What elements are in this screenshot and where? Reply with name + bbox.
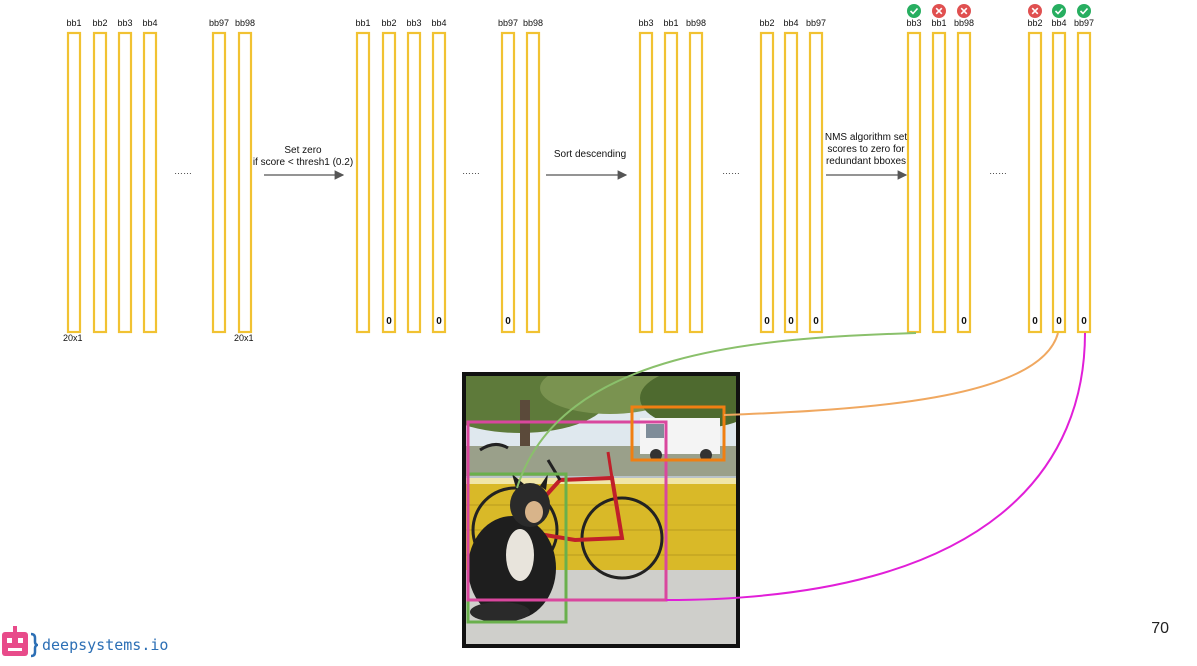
brand-name: deepsystems.io (42, 636, 169, 654)
column-label: bb3 (638, 18, 653, 28)
column-label: bb4 (1051, 18, 1066, 28)
score-column-bb3 (406, 31, 422, 334)
column-label: bb4 (431, 18, 446, 28)
zero-score-label: 0 (436, 316, 442, 327)
arrow-nms: NMS algorithm set scores to zero for red… (825, 132, 907, 180)
score-column-bb3 (117, 31, 133, 334)
column-label: bb3 (906, 18, 921, 28)
arrow-sort-line1: Sort descending (554, 149, 626, 160)
ellipsis-dots: …… (989, 166, 1007, 176)
arrow-threshold-line1: Set zero (284, 145, 322, 156)
connector-magenta (665, 332, 1086, 601)
score-column-bb1 (663, 31, 679, 334)
check-icon (1077, 4, 1091, 18)
score-column-bb98 (688, 31, 704, 334)
zero-score-label: 0 (788, 316, 794, 327)
column-label: bb97 (1074, 18, 1094, 28)
zero-score-label: 0 (813, 316, 819, 327)
bbox-orange (630, 405, 726, 462)
score-column-bb3 (638, 31, 654, 334)
zero-score-label: 0 (1081, 316, 1087, 327)
score-column-bb1 (355, 31, 371, 334)
column-label: bb98 (235, 18, 255, 28)
status-mark (1054, 7, 1064, 15)
column-label: bb1 (663, 18, 678, 28)
arrow-threshold: Set zero if score < thresh1 (0.2) (253, 145, 353, 180)
check-icon (1052, 4, 1066, 18)
ellipsis-dots: …… (462, 166, 480, 176)
status-mark (1079, 7, 1089, 15)
brand-logo: deepsystems.io (0, 624, 168, 666)
arrow-nms-line3: redundant bboxes (826, 156, 906, 167)
score-column-bb97 (211, 31, 227, 334)
score-column-bb4 (431, 31, 447, 334)
arrow-threshold-line2: if score < thresh1 (0.2) (253, 157, 353, 168)
score-column-bb1 (931, 31, 947, 334)
arrow-nms-line2: scores to zero for (827, 144, 905, 155)
zero-score-label: 0 (1056, 316, 1062, 327)
column-label: bb1 (931, 18, 946, 28)
column-label: bb98 (954, 18, 974, 28)
ellipsis-dots: …… (174, 166, 192, 176)
column-label: bb97 (209, 18, 229, 28)
score-column-bb98 (237, 31, 253, 334)
score-column-bb97 (1076, 31, 1092, 334)
vector-group-2: bb1 bb2 0 bb3 bb4 0 bb97 0 bb98 …… (355, 18, 543, 334)
column-label: bb97 (806, 18, 826, 28)
score-column-bb4 (142, 31, 158, 334)
column-label: bb2 (381, 18, 396, 28)
column-label: bb1 (355, 18, 370, 28)
bbox-pink (466, 420, 668, 602)
robot-logo-icon (2, 626, 38, 658)
status-mark (1031, 7, 1039, 15)
column-label: bb97 (498, 18, 518, 28)
zero-score-label: 0 (386, 316, 392, 327)
score-column-bb2 (92, 31, 108, 334)
columns-layer: bb1 bb2 bb3 bb4 bb97 bb98 …… bb1 bb2 0 bb3 bb4 0 bb97… (66, 4, 1094, 334)
column-label: bb1 (66, 18, 81, 28)
zero-score-label: 0 (961, 316, 967, 327)
check-icon (907, 4, 921, 18)
score-column-bb1 (66, 31, 82, 334)
score-column-bb98 (956, 31, 972, 334)
score-column-bb3 (906, 31, 922, 334)
slide-number: 70 (1151, 620, 1169, 637)
column-label: bb3 (117, 18, 132, 28)
status-mark (960, 7, 968, 15)
arrow-nms-line1: NMS algorithm set (825, 132, 907, 143)
score-column-bb4 (783, 31, 799, 334)
photo (462, 372, 740, 648)
connector-green (516, 332, 917, 489)
score-column-bb2 (381, 31, 397, 334)
column-label: bb3 (406, 18, 421, 28)
score-column-bb98 (525, 31, 541, 334)
score-column-bb97 (500, 31, 516, 334)
ellipsis-dots: …… (722, 166, 740, 176)
score-column-bb2 (759, 31, 775, 334)
status-mark (935, 7, 943, 15)
zero-score-label: 0 (505, 316, 511, 327)
status-mark (909, 7, 919, 15)
dim-label-second: 20x1 (234, 333, 254, 343)
vector-group-4: bb3 bb1 bb98 0 bb2 0 bb4 0 bb97 0 …… (906, 4, 1094, 334)
vector-group-1: bb1 bb2 bb3 bb4 bb97 bb98 …… (66, 18, 255, 334)
zero-score-label: 0 (764, 316, 770, 327)
score-column-bb97 (808, 31, 824, 334)
zero-score-label: 0 (1032, 316, 1038, 327)
column-label: bb2 (759, 18, 774, 28)
column-label: bb2 (92, 18, 107, 28)
column-label: bb98 (686, 18, 706, 28)
score-column-bb2 (1027, 31, 1043, 334)
dim-label-first: 20x1 (63, 333, 83, 343)
vector-group-3: bb3 bb1 bb98 bb2 0 bb4 0 bb97 0 …… (638, 18, 826, 334)
column-label: bb4 (142, 18, 157, 28)
column-label: bb4 (783, 18, 798, 28)
connector-orange (723, 332, 1059, 416)
score-column-bb4 (1051, 31, 1067, 334)
column-label: bb2 (1027, 18, 1042, 28)
arrow-sort: Sort descending (546, 149, 628, 180)
column-label: bb98 (523, 18, 543, 28)
